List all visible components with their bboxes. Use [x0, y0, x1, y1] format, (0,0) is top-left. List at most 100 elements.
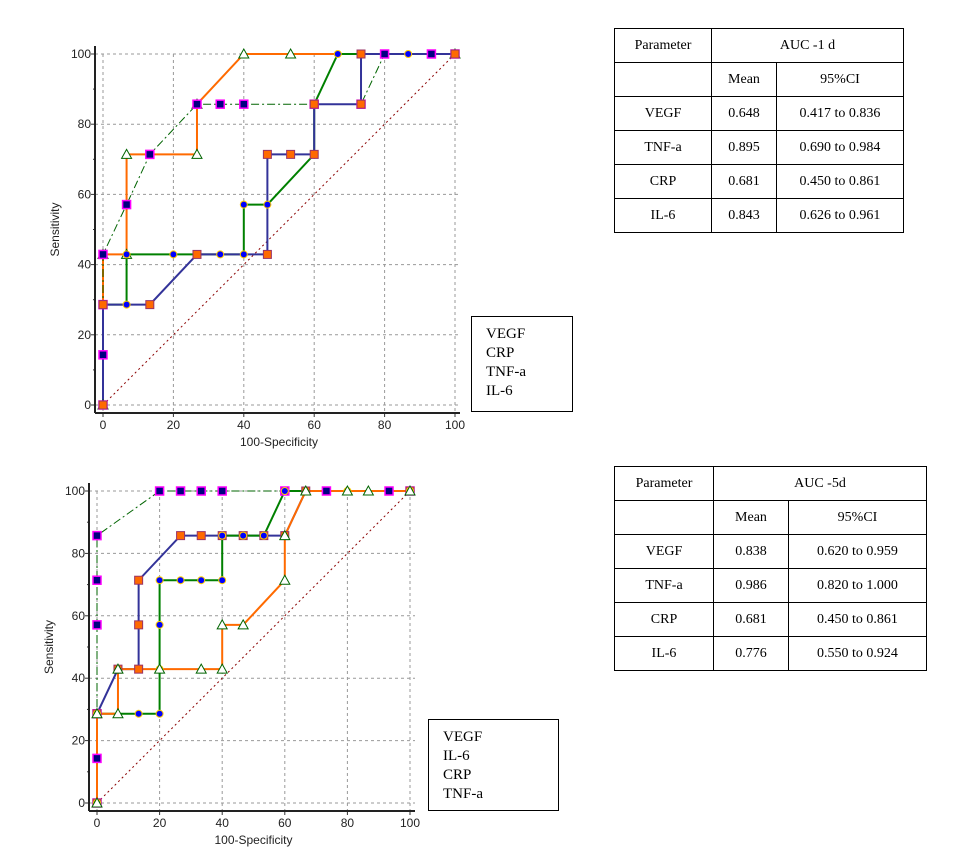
x-tick-label: 0 — [94, 816, 101, 830]
cell: 0.986 — [713, 568, 789, 603]
square-marker — [92, 530, 102, 541]
cell: CRP — [614, 602, 714, 637]
square-marker — [145, 300, 155, 310]
triangle-marker — [299, 484, 312, 496]
square-marker — [134, 620, 144, 630]
cell: 0.776 — [713, 636, 789, 671]
cell: 0.450 to 0.861 — [776, 164, 904, 199]
y-tick-label: 0 — [84, 398, 91, 412]
triangle-marker — [112, 663, 124, 674]
header-parameter: Parameter — [614, 466, 714, 501]
square-marker — [98, 249, 108, 260]
cell: 0.620 to 0.959 — [788, 534, 927, 569]
dot-marker — [404, 50, 413, 58]
y-tick-label: 80 — [78, 117, 92, 131]
chart-1: 0 20 40 60 80 100 0 20 40 60 80 100 100-Specificity S… — [48, 46, 465, 449]
dot-marker — [280, 487, 289, 495]
x-tick-label: 100 — [400, 816, 420, 830]
square-marker — [384, 486, 394, 496]
square-marker — [98, 350, 108, 360]
square-marker — [192, 249, 202, 259]
cell: 0.648 — [711, 96, 777, 131]
dot-marker — [169, 250, 178, 259]
square-marker — [92, 620, 102, 630]
y-tick-label: 0 — [78, 796, 85, 810]
dot-marker — [197, 576, 206, 585]
y-axis-label: Sensitivity — [48, 202, 62, 256]
cell: 0.895 — [711, 130, 777, 165]
legend-2: VEGF IL-6 CRP TNF-a — [428, 719, 559, 811]
cell: 0.450 to 0.861 — [788, 602, 927, 637]
table-row: IL-6 0.843 0.626 to 0.961 — [614, 198, 904, 233]
cell: 0.690 to 0.984 — [776, 130, 904, 165]
square-marker — [426, 49, 437, 59]
table-row: VEGF 0.648 0.417 to 0.836 — [614, 96, 904, 131]
dot-marker — [239, 531, 248, 540]
square-marker — [92, 575, 102, 585]
y-tick-label: 100 — [65, 484, 85, 498]
dot-marker — [239, 200, 248, 209]
table-row: IL-6 0.776 0.550 to 0.924 — [614, 636, 927, 671]
square-marker — [134, 575, 144, 585]
triangle-marker — [195, 663, 208, 674]
legend-item: CRP — [443, 767, 472, 783]
dot-marker — [218, 531, 227, 540]
cell: 0.681 — [713, 602, 789, 637]
triangle-marker — [91, 707, 103, 719]
x-tick-label: 0 — [100, 418, 107, 432]
triangle-marker — [284, 47, 297, 59]
reference-diagonal — [96, 490, 411, 804]
legend-item: IL-6 — [486, 383, 513, 399]
triangle-marker — [191, 148, 203, 159]
square-marker — [154, 486, 165, 496]
dot-marker — [122, 250, 131, 259]
dot-marker — [176, 576, 185, 585]
square-marker — [309, 99, 319, 109]
y-tick-label: 80 — [72, 546, 86, 560]
square-marker — [356, 99, 366, 109]
cell: VEGF — [614, 534, 714, 569]
square-marker — [379, 49, 390, 59]
dot-marker — [216, 250, 225, 259]
square-marker — [92, 753, 102, 764]
reference-diagonal — [102, 53, 456, 406]
cell: TNF-a — [614, 568, 714, 603]
x-tick-label: 60 — [278, 816, 292, 830]
triangle-marker — [278, 574, 291, 585]
dot-marker — [263, 200, 272, 209]
square-marker — [450, 49, 460, 59]
dot-marker — [134, 709, 143, 718]
roc-curve-2 — [102, 53, 455, 405]
x-tick-label: 80 — [378, 418, 392, 432]
table-row: CRP 0.681 0.450 to 0.861 — [614, 164, 904, 199]
y-tick-label: 100 — [71, 47, 91, 61]
cell: 0.820 to 1.000 — [788, 568, 927, 603]
square-marker — [356, 49, 366, 59]
roc-curve-3 — [102, 53, 455, 405]
table-row: TNF-a 0.986 0.820 to 1.000 — [614, 568, 927, 603]
header-ci: 95%CI — [788, 500, 927, 535]
square-marker — [145, 149, 155, 160]
square-marker — [121, 199, 132, 210]
x-tick-label: 40 — [216, 816, 230, 830]
dot-marker — [218, 576, 227, 585]
triangle-marker — [362, 484, 375, 496]
y-tick-label: 20 — [78, 328, 92, 342]
cell: IL-6 — [614, 636, 714, 671]
chart-2: 0 20 40 60 80 100 0 20 40 60 80 100 100-Specificity S… — [42, 483, 420, 847]
x-tick-label: 100 — [445, 418, 465, 432]
square-marker — [215, 99, 225, 109]
triangle-marker — [91, 796, 103, 808]
square-marker — [309, 149, 319, 159]
legend-1: VEGF CRP TNF-a IL-6 — [471, 316, 573, 412]
legend-item: VEGF — [486, 326, 526, 342]
y-tick-label: 40 — [72, 671, 86, 685]
x-tick-label: 20 — [167, 418, 181, 432]
dot-marker — [155, 576, 164, 585]
y-tick-label: 20 — [72, 734, 86, 748]
dot-marker — [239, 250, 248, 259]
square-marker — [196, 531, 206, 541]
header-auc: AUC -5d — [713, 466, 927, 501]
y-tick-label: 60 — [72, 609, 86, 623]
